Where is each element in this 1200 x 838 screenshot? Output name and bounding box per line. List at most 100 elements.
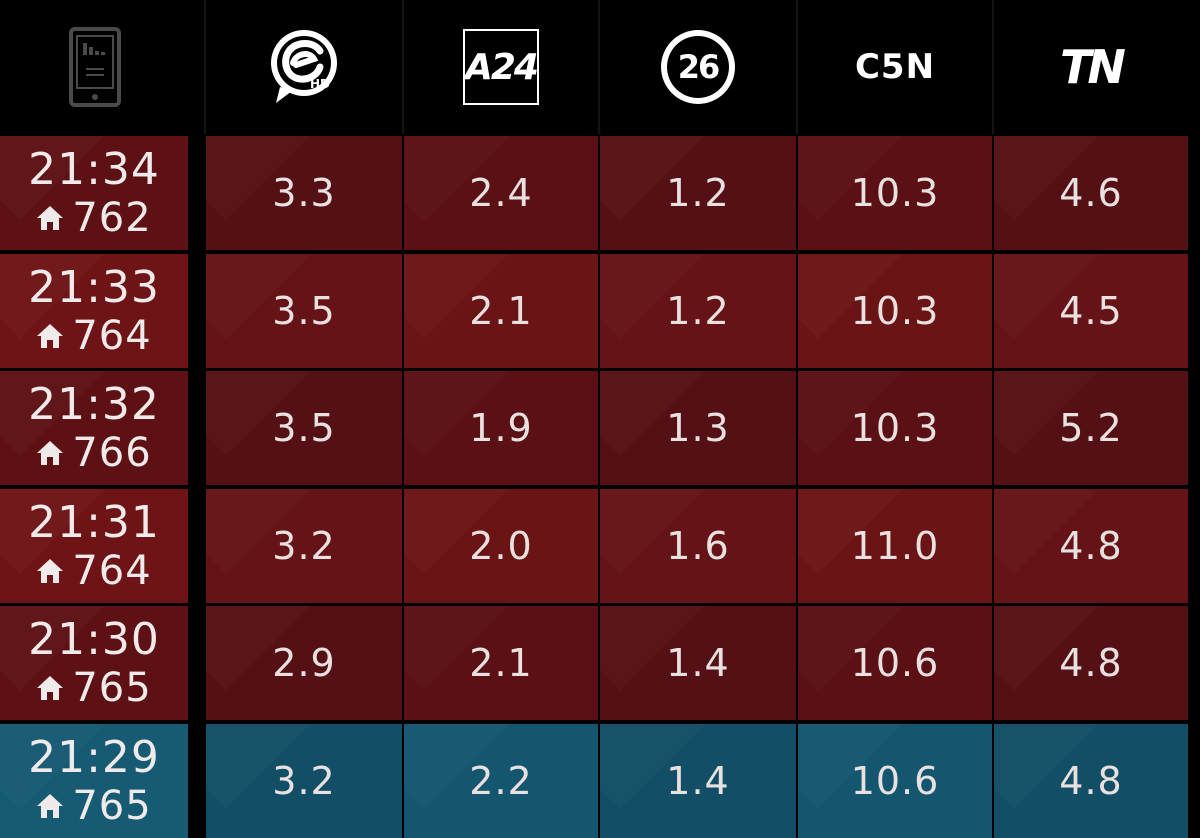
rating-cell-c5n: 11.0 bbox=[798, 488, 992, 603]
rating-value: 3.2 bbox=[272, 523, 336, 568]
table-row[interactable]: 21:29 765 3.2 2.2 1.4 10.6 4.8 bbox=[0, 723, 1200, 838]
channel-header-eltrece[interactable]: HD bbox=[206, 0, 402, 134]
rating-value: 11.0 bbox=[850, 523, 940, 568]
rating-cell-tn: 4.6 bbox=[994, 136, 1188, 250]
homes-count: 765 bbox=[36, 786, 151, 826]
homes-value: 764 bbox=[72, 547, 152, 594]
rating-value: 1.2 bbox=[666, 288, 730, 333]
header-divider bbox=[992, 0, 994, 134]
table-row[interactable]: 21:32 766 3.5 1.9 1.3 10.3 5.2 bbox=[0, 371, 1200, 485]
rating-value: 4.5 bbox=[1059, 288, 1123, 333]
homes-value: 762 bbox=[72, 195, 152, 241]
rating-value: 5.2 bbox=[1059, 406, 1123, 450]
rating-value: 10.6 bbox=[850, 758, 940, 803]
rating-value: 10.6 bbox=[850, 641, 940, 685]
rating-cell-tn: 4.8 bbox=[994, 606, 1188, 720]
rating-cell-a24: 2.0 bbox=[404, 488, 598, 603]
rating-value: 2.1 bbox=[469, 288, 533, 333]
a24-logo-icon: A24 bbox=[463, 29, 539, 105]
rating-cell-tn: 5.2 bbox=[994, 371, 1188, 485]
rating-value: 2.4 bbox=[469, 171, 533, 215]
rating-value: 2.2 bbox=[469, 758, 533, 803]
rating-value: 10.3 bbox=[850, 171, 940, 215]
rating-cell-a24: 2.1 bbox=[404, 253, 598, 368]
home-icon bbox=[37, 793, 64, 818]
channel-header-a24[interactable]: A24 bbox=[404, 0, 598, 134]
time-cell: 21:33 764 bbox=[0, 253, 188, 368]
minute-time: 21:32 bbox=[28, 379, 160, 430]
rating-cell-eltrece-hd: 3.5 bbox=[206, 253, 402, 368]
rating-cell-c5n: 10.3 bbox=[798, 253, 992, 368]
home-icon bbox=[37, 676, 64, 700]
header-divider bbox=[204, 0, 206, 134]
time-cell: 21:32 766 bbox=[0, 371, 188, 485]
rating-value: 1.4 bbox=[666, 641, 730, 685]
rating-value: 2.0 bbox=[469, 523, 533, 568]
rating-value: 4.6 bbox=[1059, 171, 1123, 215]
time-cell: 21:34 762 bbox=[0, 136, 188, 250]
rating-value: 2.9 bbox=[272, 641, 336, 685]
channel-header: HD A24 26 C5N TN bbox=[0, 0, 1200, 134]
minute-time: 21:33 bbox=[28, 261, 160, 313]
rating-value: 4.8 bbox=[1059, 523, 1123, 568]
rating-value: 2.1 bbox=[469, 641, 533, 685]
home-icon bbox=[37, 323, 64, 348]
rating-value: 1.2 bbox=[666, 171, 730, 215]
rating-cell-tn: 4.8 bbox=[994, 488, 1188, 603]
rating-cell-c5n: 10.3 bbox=[798, 371, 992, 485]
rating-cell-canal26: 1.6 bbox=[600, 488, 796, 603]
home-icon bbox=[37, 441, 64, 465]
header-divider bbox=[796, 0, 798, 134]
rating-cell-eltrece-hd: 3.2 bbox=[206, 488, 402, 603]
rating-cell-c5n: 10.6 bbox=[798, 723, 992, 838]
home-icon bbox=[37, 206, 64, 230]
homes-count: 764 bbox=[36, 551, 151, 591]
rating-value: 10.3 bbox=[850, 288, 940, 333]
ratings-table: 21:34 762 3.3 2.4 1.2 10.3 4.6 21:33 764 3.5 2.1 1.… bbox=[0, 134, 1200, 838]
tablet-chart-icon bbox=[69, 27, 121, 107]
rating-value: 3.2 bbox=[272, 758, 336, 803]
homes-value: 765 bbox=[72, 782, 152, 829]
rating-cell-a24: 2.4 bbox=[404, 136, 598, 250]
minute-time: 21:30 bbox=[28, 614, 160, 665]
rating-cell-c5n: 10.6 bbox=[798, 606, 992, 720]
minute-time: 21:31 bbox=[28, 496, 160, 548]
rating-value: 1.9 bbox=[469, 406, 533, 450]
device-menu-button[interactable] bbox=[0, 0, 190, 134]
rating-cell-a24: 1.9 bbox=[404, 371, 598, 485]
minute-time: 21:34 bbox=[28, 144, 160, 195]
rating-value: 3.5 bbox=[272, 406, 336, 450]
time-cell: 21:29 765 bbox=[0, 723, 188, 838]
table-row[interactable]: 21:30 765 2.9 2.1 1.4 10.6 4.8 bbox=[0, 606, 1200, 720]
channel-header-c5n[interactable]: C5N bbox=[798, 0, 992, 134]
svg-text:HD: HD bbox=[310, 77, 330, 91]
rating-value: 4.8 bbox=[1059, 641, 1123, 685]
homes-count: 766 bbox=[36, 433, 151, 473]
rating-cell-canal26: 1.4 bbox=[600, 723, 796, 838]
rating-cell-eltrece-hd: 2.9 bbox=[206, 606, 402, 720]
rating-cell-eltrece-hd: 3.2 bbox=[206, 723, 402, 838]
rating-cell-tn: 4.5 bbox=[994, 253, 1188, 368]
minute-time: 21:29 bbox=[28, 731, 160, 783]
homes-count: 762 bbox=[36, 198, 151, 238]
time-cell: 21:30 765 bbox=[0, 606, 188, 720]
rating-cell-a24: 2.2 bbox=[404, 723, 598, 838]
table-row[interactable]: 21:33 764 3.5 2.1 1.2 10.3 4.5 bbox=[0, 253, 1200, 368]
rating-value: 1.4 bbox=[666, 758, 730, 803]
rating-cell-tn: 4.8 bbox=[994, 723, 1188, 838]
rating-cell-eltrece-hd: 3.3 bbox=[206, 136, 402, 250]
rating-cell-eltrece-hd: 3.5 bbox=[206, 371, 402, 485]
eltrece-hd-logo-icon: HD bbox=[271, 30, 337, 103]
rating-cell-c5n: 10.3 bbox=[798, 136, 992, 250]
rating-value: 3.5 bbox=[272, 288, 336, 333]
tn-logo-icon: TN bbox=[1060, 40, 1126, 94]
rating-value: 10.3 bbox=[850, 406, 940, 450]
homes-value: 766 bbox=[72, 430, 152, 476]
table-row[interactable]: 21:31 764 3.2 2.0 1.6 11.0 4.8 bbox=[0, 488, 1200, 603]
channel-header-canal26[interactable]: 26 bbox=[600, 0, 796, 134]
time-cell: 21:31 764 bbox=[0, 488, 188, 603]
table-row[interactable]: 21:34 762 3.3 2.4 1.2 10.3 4.6 bbox=[0, 136, 1200, 250]
homes-count: 764 bbox=[36, 316, 151, 356]
rating-value: 1.6 bbox=[666, 523, 730, 568]
channel-header-tn[interactable]: TN bbox=[994, 0, 1188, 134]
